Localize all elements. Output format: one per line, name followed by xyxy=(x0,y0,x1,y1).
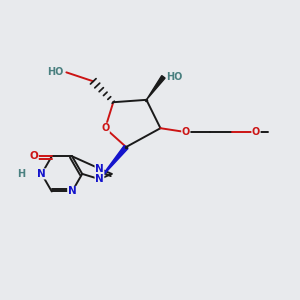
Text: HO: HO xyxy=(47,68,63,77)
Text: O: O xyxy=(29,151,38,161)
Text: O: O xyxy=(252,127,260,137)
Text: N: N xyxy=(37,169,46,179)
Text: O: O xyxy=(101,123,109,133)
Text: O: O xyxy=(182,127,190,137)
Text: HO: HO xyxy=(167,72,183,82)
Text: H: H xyxy=(17,169,26,179)
Text: N: N xyxy=(95,174,104,184)
Text: N: N xyxy=(95,164,104,174)
Text: N: N xyxy=(68,187,76,196)
Polygon shape xyxy=(100,146,128,179)
Polygon shape xyxy=(146,76,165,100)
